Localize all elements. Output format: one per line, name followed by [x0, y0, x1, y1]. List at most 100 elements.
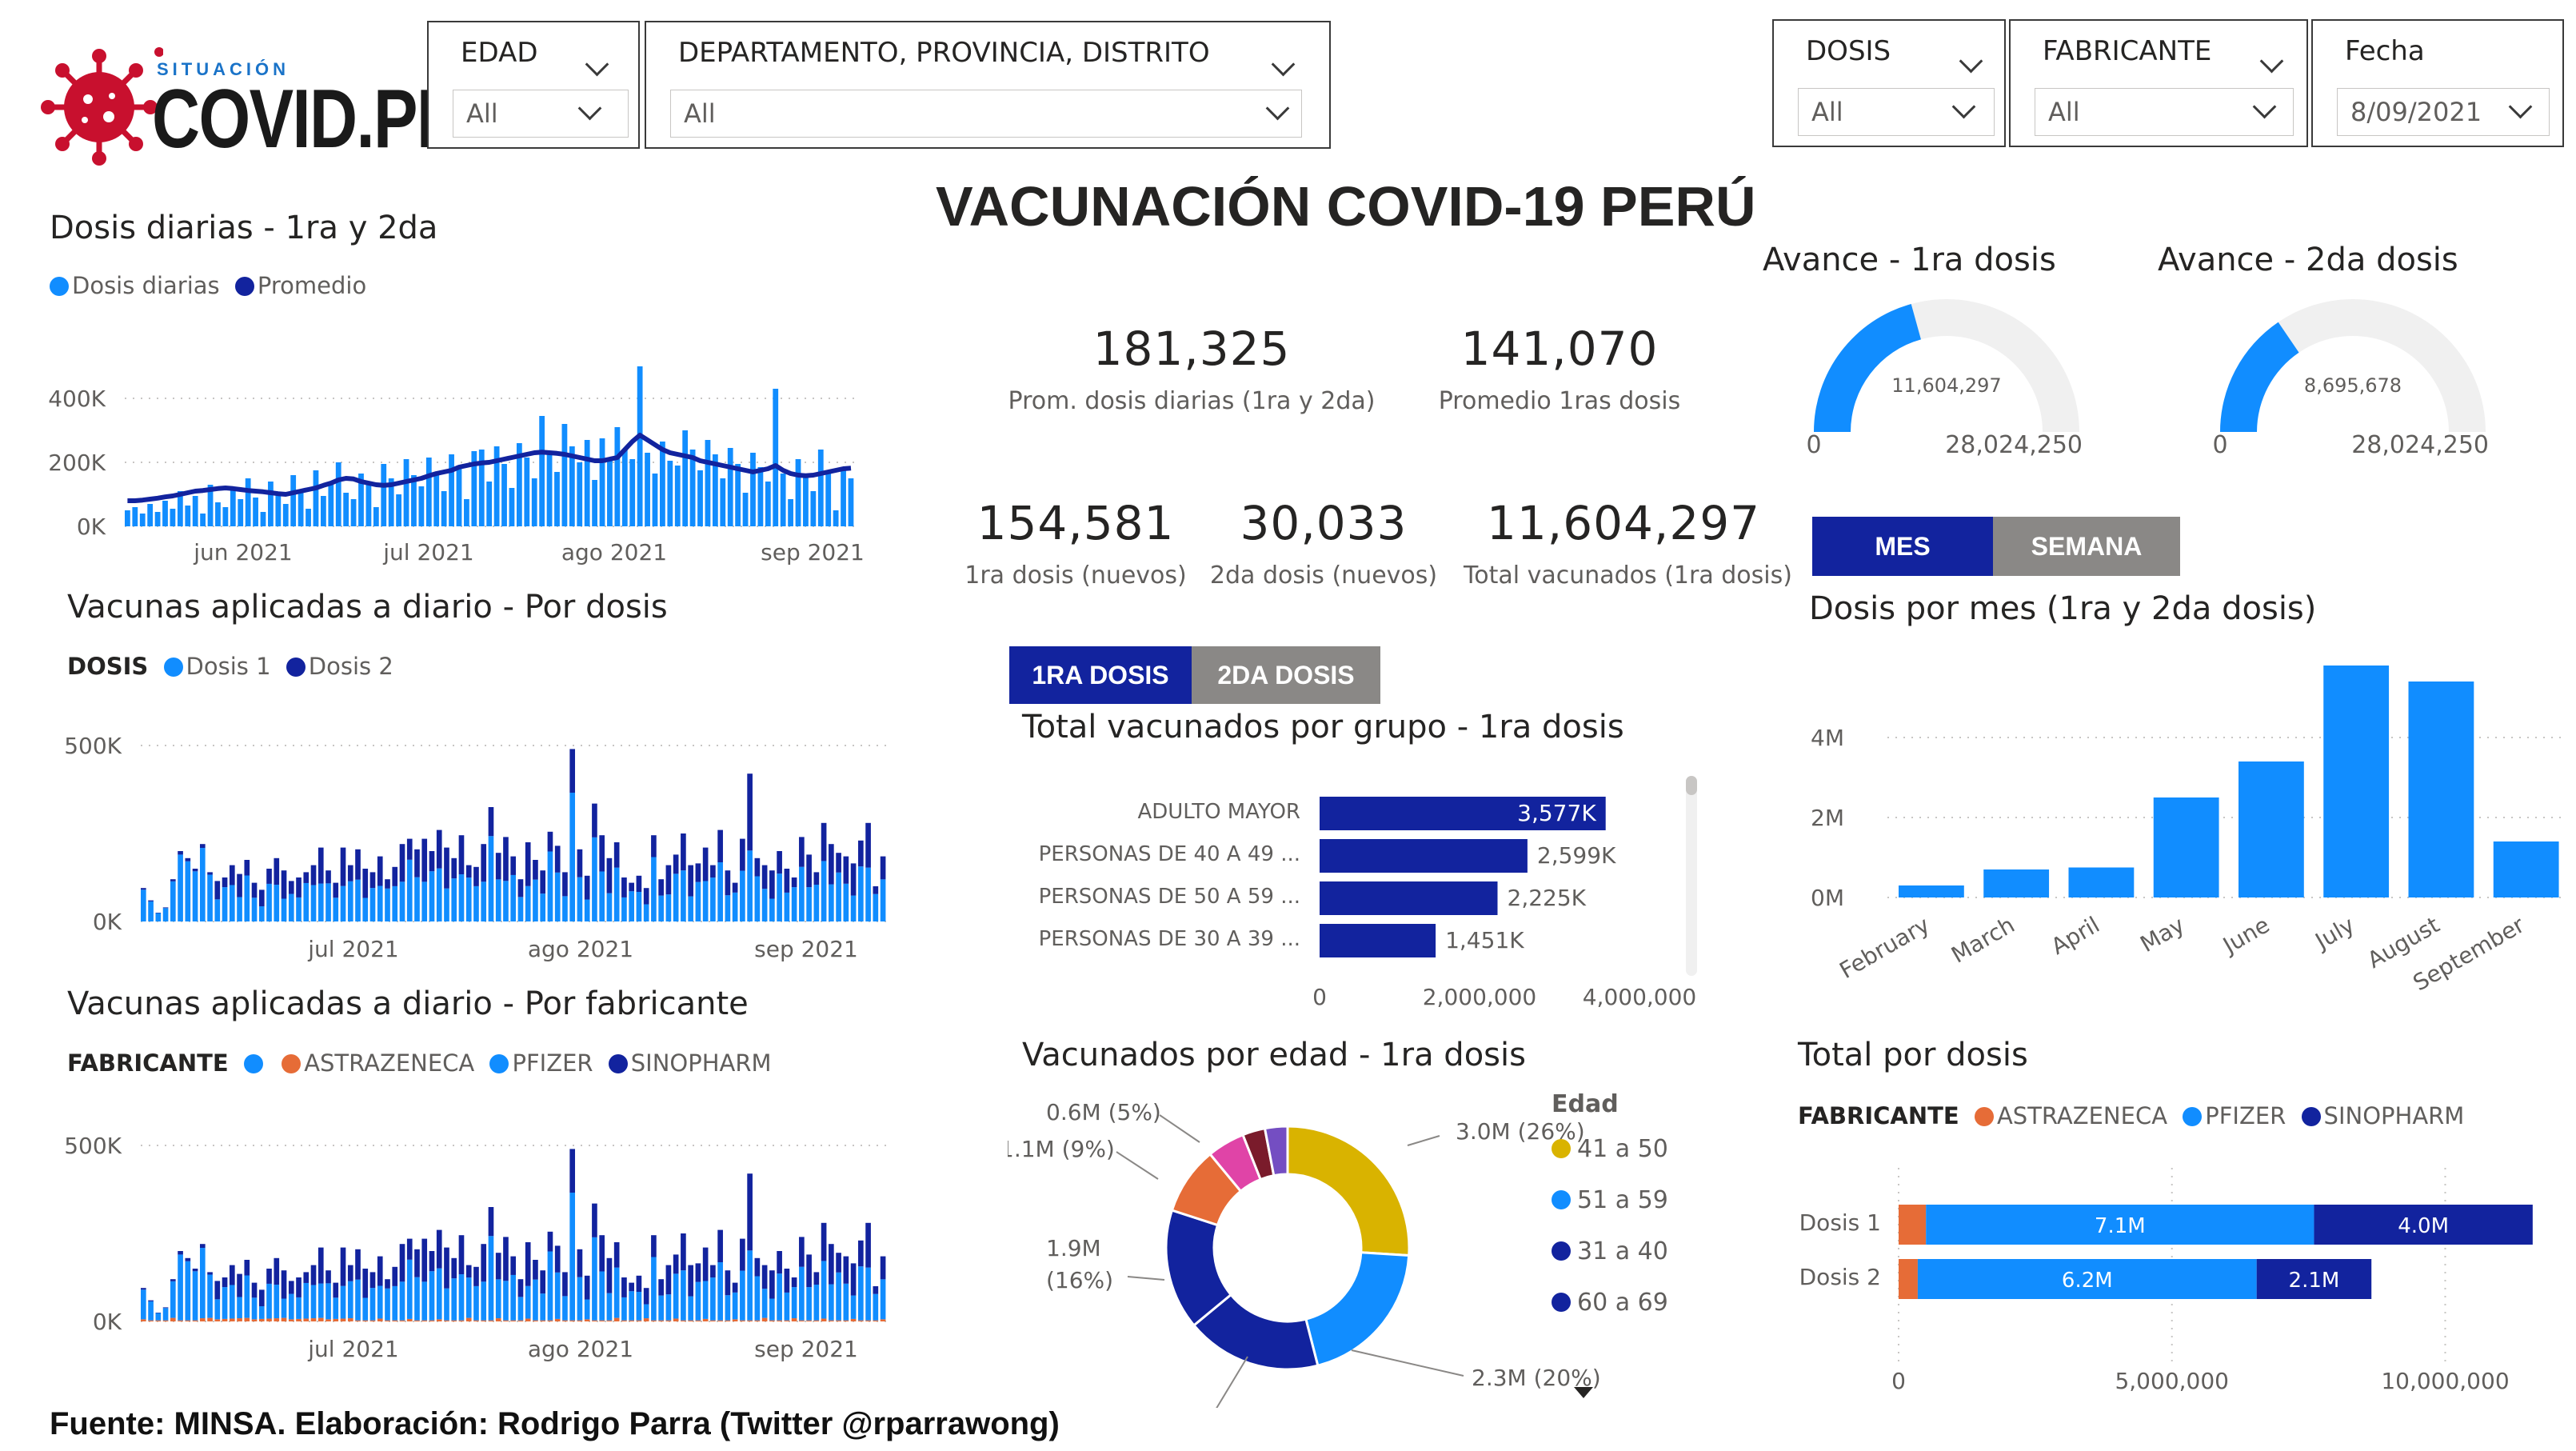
bar [147, 504, 154, 526]
bar [1320, 881, 1498, 915]
bar-segment-dosis-2 [643, 888, 649, 905]
bar-segment-sinopharm [613, 1242, 620, 1268]
filter-ubicacion-dropdown[interactable]: All [670, 90, 1302, 138]
legend-marker-pfizer [2183, 1107, 2203, 1126]
filter-ubicacion[interactable]: DEPARTAMENTO, PROVINCIA, DISTRITO All [645, 21, 1331, 149]
bar [2493, 841, 2559, 897]
bar-segment-pfizer [429, 1271, 435, 1321]
chevron-down-icon[interactable] [2508, 94, 2533, 119]
bar-segment-sinopharm [325, 1270, 331, 1284]
chevron-down-icon[interactable] [577, 96, 602, 121]
toggle-semana[interactable]: SEMANA [1993, 517, 2180, 576]
bar-segment-sinopharm [340, 1247, 346, 1286]
bar-segment-dosis-2 [732, 882, 738, 893]
bar-segment-sinopharm [244, 1260, 250, 1276]
chevron-down-icon[interactable] [1271, 52, 1296, 77]
bar-segment-pfizer [850, 1295, 857, 1319]
bar-segment-pfizer [340, 1285, 346, 1319]
bar-segment-pfizer [688, 1296, 693, 1321]
bar [139, 514, 146, 526]
bar [742, 493, 749, 526]
bar-segment-sinopharm [222, 1277, 228, 1288]
chevron-down-icon[interactable] [1265, 96, 1290, 121]
toggle-1ra-dosis[interactable]: 1RA DOSIS [1009, 646, 1192, 704]
bar [456, 466, 462, 526]
chart-por-dosis[interactable]: 500K 0K jul 2021 ago 2021 sep 2021 [32, 712, 896, 968]
bar [320, 496, 326, 526]
bar-segment-dosis-2 [836, 853, 841, 873]
chevron-down-icon[interactable] [1959, 49, 1983, 74]
bar-segment-dosis-1 [547, 851, 553, 921]
bar [561, 424, 568, 526]
chevron-down-icon[interactable] [585, 52, 609, 77]
x-tick-label: 2,000,000 [1423, 984, 1537, 1010]
bar-segment-sinopharm [458, 1235, 465, 1275]
bar-segment-dosis-2 [725, 870, 731, 896]
toggle-2da-dosis[interactable]: 2DA DOSIS [1192, 646, 1380, 704]
bar-segment-pfizer [222, 1287, 228, 1319]
legend-title: Edad [1552, 1090, 1619, 1118]
legend-label: Dosis 2 [308, 653, 393, 680]
gauge-1[interactable]: 11,604,297 0 28,024,250 [1799, 288, 2167, 480]
chevron-down-icon[interactable] [1951, 94, 1976, 119]
pie-leader-line [1407, 1135, 1440, 1146]
chart-daily[interactable]: 400K 200K 0K jun 2021 jul 2021 ago 2021 sep 20… [32, 320, 880, 576]
bar-segment-dosis-2 [362, 869, 369, 898]
bar-segment-dosis-2 [658, 879, 664, 896]
bar-segment-sinopharm [629, 1282, 634, 1292]
bar-segment-astrazeneca [207, 1317, 213, 1321]
chart-edad[interactable]: 3.0M (26%)2.3M (20%)2.1M (18%)1.9M(16%)1… [1008, 1088, 1743, 1408]
x-tick-label: April [2047, 911, 2104, 960]
bar-segment-sinopharm [717, 1229, 723, 1263]
bar-segment-dosis-1 [836, 872, 841, 921]
bar-segment-dosis-1 [185, 861, 191, 921]
bar-segment-dosis-1 [162, 908, 169, 921]
filter-dosis-dropdown[interactable]: All [1798, 88, 1995, 136]
filter-edad[interactable]: EDAD All [427, 21, 640, 149]
bar-data-label: 2.1M [2289, 1269, 2340, 1293]
chevron-down-icon[interactable] [2252, 94, 2277, 119]
bar-segment-sinopharm [858, 1240, 864, 1267]
chart-por-fabricante[interactable]: 500K 0K jul 2021 ago 2021 sep 2021 [32, 1112, 896, 1368]
bar-segment-dosis-2 [806, 854, 812, 888]
chart-total-dosis[interactable]: Dosis 1 7.1M 4.0M Dosis 2 6.2M 2.1M 0 5,000,000… [1791, 1152, 2559, 1408]
bar-segment-dosis-2 [333, 882, 339, 898]
filter-fecha[interactable]: Fecha 8/09/2021 [2311, 19, 2564, 147]
bar-segment-dosis-1 [865, 867, 871, 921]
gauge-2[interactable]: 8,695,678 0 28,024,250 [2206, 288, 2574, 480]
filter-edad-dropdown[interactable]: All [453, 90, 629, 138]
chevron-down-icon[interactable] [2259, 49, 2284, 74]
bar-segment-sinopharm [651, 1235, 657, 1257]
chart-grupo[interactable]: ADULTO MAYOR 3,577K PERSONAS DE 40 A 49 ..… [1008, 768, 1711, 1024]
bar-segment-dosis-2 [266, 869, 272, 884]
bar-segment-dosis-2 [488, 807, 494, 837]
bar-segment-dosis-1 [229, 885, 235, 921]
bar-segment-dosis-2 [340, 847, 346, 886]
bar [645, 453, 650, 526]
chart-daily-title: Dosis diarias - 1ra y 2da [50, 210, 438, 246]
bar [2239, 761, 2304, 897]
bar-segment-pfizer [318, 1283, 324, 1318]
bar [727, 448, 733, 526]
legend-marker-promedio [234, 277, 254, 296]
brand-logo: SITUACIÓN COVID.PE [35, 40, 461, 168]
bar-segment-pfizer [199, 1248, 206, 1319]
filter-dosis[interactable]: DOSIS All [1772, 19, 2006, 147]
x-tick-label: June [2217, 911, 2274, 959]
filter-fabricante-dropdown[interactable]: All [2035, 88, 2294, 136]
bar-segment-dosis-2 [436, 829, 442, 869]
bar [577, 462, 583, 526]
bar-segment-dosis-2 [681, 833, 686, 871]
bar-segment-dosis-2 [185, 857, 191, 861]
filter-fabricante[interactable]: FABRICANTE All [2009, 19, 2308, 147]
bar-segment-dosis-1 [222, 887, 228, 921]
filter-fecha-dropdown[interactable]: 8/09/2021 [2337, 88, 2550, 136]
toggle-mes[interactable]: MES [1812, 517, 1993, 576]
bar-segment-sinopharm [355, 1249, 361, 1280]
bar [245, 478, 251, 526]
bar [381, 464, 387, 526]
bar [373, 507, 379, 526]
bar-segment-dosis-2 [369, 872, 376, 889]
bar-segment-pfizer [747, 1250, 753, 1321]
